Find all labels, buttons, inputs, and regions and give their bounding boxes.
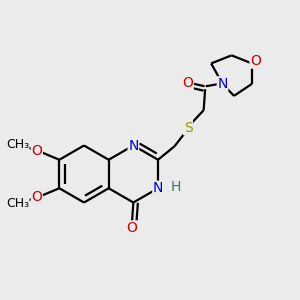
Text: N: N (128, 139, 139, 152)
Text: H: H (171, 180, 181, 194)
Text: O: O (250, 54, 261, 68)
Text: O: O (182, 76, 193, 90)
Text: O: O (32, 190, 42, 204)
Text: O: O (32, 144, 42, 158)
Text: CH₃: CH₃ (6, 138, 29, 151)
Text: O: O (126, 221, 137, 235)
Text: S: S (184, 121, 192, 135)
Text: CH₃: CH₃ (6, 197, 29, 210)
Text: N: N (218, 77, 228, 91)
Text: N: N (153, 181, 163, 195)
